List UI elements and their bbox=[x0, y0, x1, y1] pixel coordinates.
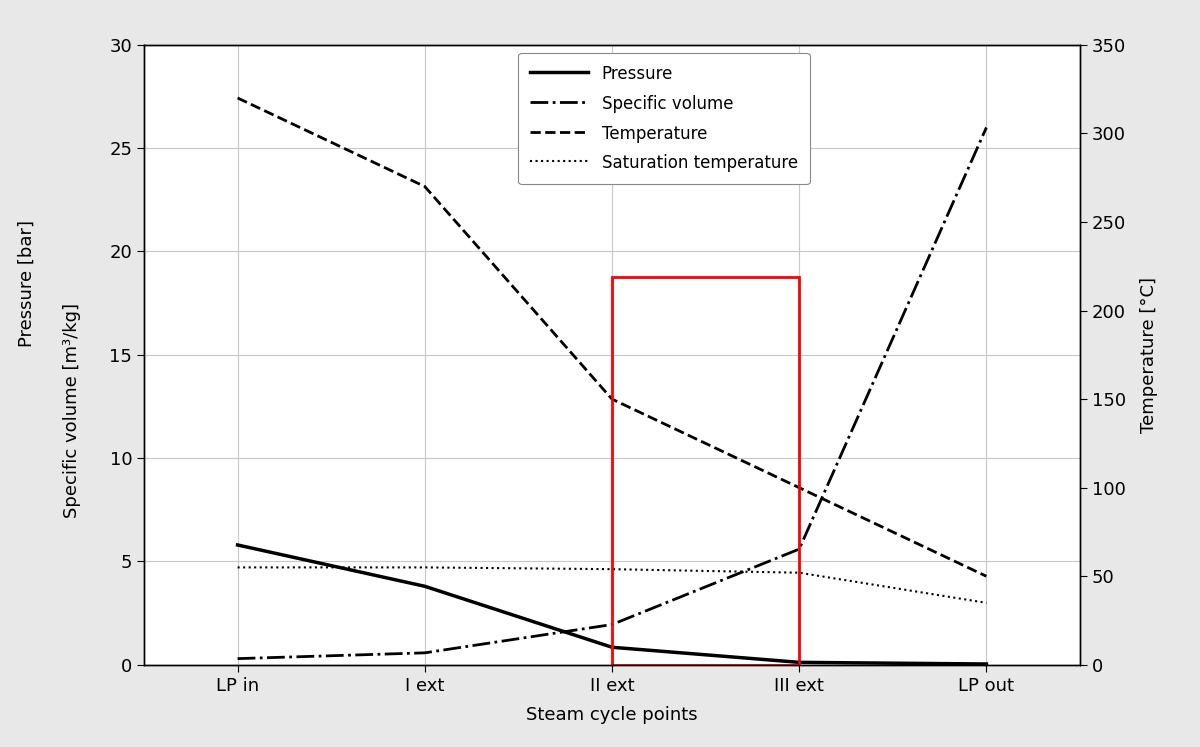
Temperature bbox=[230, 93, 245, 102]
Saturation temperature bbox=[418, 563, 432, 572]
X-axis label: Steam cycle points: Steam cycle points bbox=[526, 706, 698, 724]
Pressure bbox=[979, 660, 994, 669]
Temperature bbox=[979, 571, 994, 580]
Line: Temperature: Temperature bbox=[238, 98, 986, 576]
Line: Saturation temperature: Saturation temperature bbox=[238, 568, 986, 603]
Saturation temperature bbox=[605, 565, 619, 574]
Line: Specific volume: Specific volume bbox=[238, 128, 986, 659]
Saturation temperature bbox=[979, 598, 994, 607]
Y-axis label: Temperature [°C]: Temperature [°C] bbox=[1140, 277, 1158, 433]
Pressure bbox=[605, 642, 619, 651]
Specific volume bbox=[605, 620, 619, 629]
Pressure bbox=[230, 541, 245, 550]
Line: Pressure: Pressure bbox=[238, 545, 986, 664]
Saturation temperature bbox=[792, 568, 806, 577]
Pressure bbox=[418, 582, 432, 591]
Pressure bbox=[792, 658, 806, 667]
Saturation temperature bbox=[230, 563, 245, 572]
Text: Specific volume [m³/kg]: Specific volume [m³/kg] bbox=[62, 303, 82, 518]
Temperature bbox=[792, 483, 806, 492]
Specific volume bbox=[792, 545, 806, 554]
Specific volume bbox=[979, 123, 994, 132]
Temperature bbox=[418, 182, 432, 191]
Temperature bbox=[605, 394, 619, 403]
Specific volume bbox=[418, 648, 432, 657]
Specific volume bbox=[230, 654, 245, 663]
Bar bbox=[612, 277, 799, 665]
Legend: Pressure, Specific volume, Temperature, Saturation temperature: Pressure, Specific volume, Temperature, … bbox=[518, 53, 810, 185]
Text: Pressure [bar]: Pressure [bar] bbox=[17, 220, 36, 347]
